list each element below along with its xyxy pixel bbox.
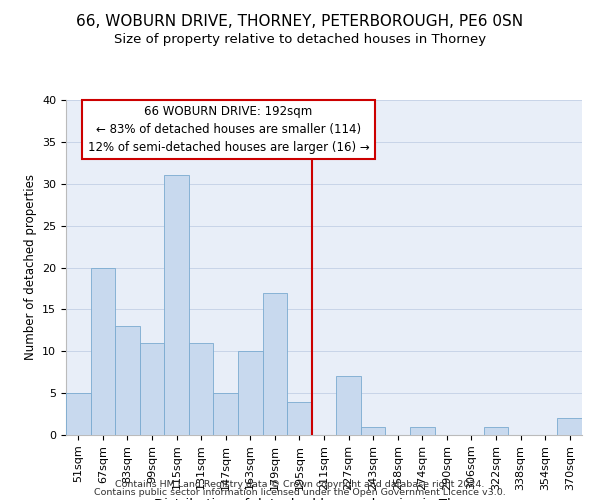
- Text: Contains public sector information licensed under the Open Government Licence v3: Contains public sector information licen…: [94, 488, 506, 497]
- X-axis label: Distribution of detached houses by size in Thorney: Distribution of detached houses by size …: [154, 498, 494, 500]
- Bar: [410, 426, 434, 435]
- Text: Contains HM Land Registry data © Crown copyright and database right 2024.: Contains HM Land Registry data © Crown c…: [115, 480, 485, 489]
- Y-axis label: Number of detached properties: Number of detached properties: [23, 174, 37, 360]
- Text: 66, WOBURN DRIVE, THORNEY, PETERBOROUGH, PE6 0SN: 66, WOBURN DRIVE, THORNEY, PETERBOROUGH,…: [76, 14, 524, 29]
- Text: Size of property relative to detached houses in Thorney: Size of property relative to detached ho…: [114, 32, 486, 46]
- Bar: [115, 326, 140, 435]
- Bar: [263, 292, 287, 435]
- Bar: [66, 393, 91, 435]
- Bar: [361, 426, 385, 435]
- Bar: [164, 176, 189, 435]
- Bar: [557, 418, 582, 435]
- Bar: [91, 268, 115, 435]
- Bar: [484, 426, 508, 435]
- Bar: [189, 343, 214, 435]
- Bar: [287, 402, 312, 435]
- Bar: [140, 343, 164, 435]
- Bar: [238, 351, 263, 435]
- Text: 66 WOBURN DRIVE: 192sqm
← 83% of detached houses are smaller (114)
12% of semi-d: 66 WOBURN DRIVE: 192sqm ← 83% of detache…: [88, 105, 370, 154]
- Bar: [336, 376, 361, 435]
- Bar: [214, 393, 238, 435]
